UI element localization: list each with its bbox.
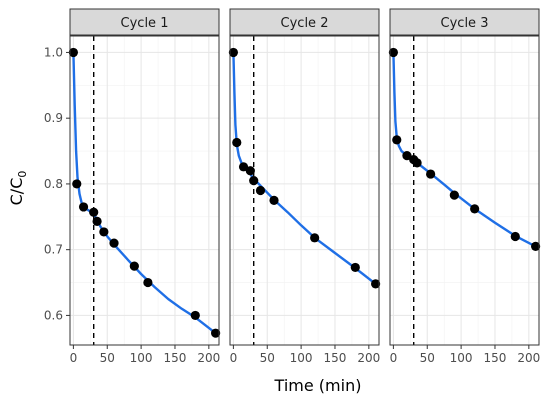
x-tick-label: 150 (324, 351, 347, 365)
data-point (412, 158, 422, 168)
y-tick-label: 0.6 (44, 308, 63, 322)
panel-title: Cycle 1 (121, 16, 169, 31)
y-tick-label: 0.7 (44, 243, 63, 257)
data-point (78, 202, 89, 212)
x-tick-label: 50 (260, 351, 275, 365)
x-axes: 0 50 100 150 200 0 50 100 150 200 0 50 100 150 200 (70, 345, 540, 365)
data-point (510, 231, 520, 242)
panel-title: Cycle 2 (281, 16, 329, 31)
panel-border (229, 35, 380, 346)
panel-strip (389, 8, 540, 36)
data-point (190, 310, 200, 321)
data-point (531, 241, 541, 251)
data-point (392, 135, 402, 145)
data-point (72, 179, 82, 189)
x-tick-label: 0 (70, 351, 78, 365)
data-point (249, 176, 259, 186)
data-point (232, 137, 242, 148)
data-point (129, 261, 139, 271)
chart-panels: Cycle 1 Cycle 2 Cycle 3 (68, 8, 541, 346)
data-point (211, 328, 221, 338)
x-tick-label: 100 (450, 351, 473, 365)
data-point (255, 185, 266, 196)
data-point (238, 162, 249, 172)
panel-background (70, 36, 219, 345)
data-point (89, 207, 99, 217)
panel-cycle-3: Cycle 3 (388, 8, 541, 346)
x-tick-label: 150 (484, 351, 507, 365)
data-point (269, 195, 279, 205)
data-point (68, 47, 78, 58)
data-point (426, 169, 436, 179)
data-point (350, 262, 360, 273)
data-point (402, 151, 412, 161)
y-axis: 0.6 0.7 0.8 0.9 1.0 (44, 45, 70, 322)
data-point (470, 204, 480, 214)
x-axis-title: Time (min) (274, 376, 362, 395)
x-tick-label: 150 (164, 351, 187, 365)
x-tick-label: 50 (420, 351, 435, 365)
data-point (371, 279, 381, 289)
data-point (109, 238, 119, 248)
panel-border (389, 35, 540, 346)
y-axis-title: C/C0 (7, 171, 29, 206)
panel-strip (229, 8, 380, 36)
x-tick-label: 0 (230, 351, 238, 365)
data-point (245, 166, 255, 176)
y-axis-title-subscript: 0 (16, 171, 29, 178)
panel-background (390, 36, 539, 345)
x-tick-label: 0 (390, 351, 398, 365)
panel-title: Cycle 3 (441, 16, 489, 31)
data-point (388, 47, 398, 58)
data-point (228, 47, 238, 58)
data-point (99, 227, 109, 237)
data-point (310, 233, 320, 243)
x-tick-label: 100 (290, 351, 313, 365)
y-tick-label: 0.9 (44, 111, 63, 125)
x-tick-label: 200 (517, 351, 540, 365)
panel-background (230, 36, 379, 345)
panel-border (69, 35, 220, 346)
panel-strip (69, 8, 220, 36)
x-tick-label: 200 (197, 351, 220, 365)
panel-cycle-2: Cycle 2 (228, 8, 381, 346)
y-tick-label: 0.8 (44, 177, 63, 191)
y-axis-title-main: C/C (7, 178, 26, 206)
y-tick-label: 1.0 (44, 45, 63, 59)
x-tick-label: 50 (100, 351, 115, 365)
data-point (449, 190, 459, 200)
panel-cycle-1: Cycle 1 (68, 8, 221, 346)
x-tick-label: 200 (357, 351, 380, 365)
data-point (92, 216, 102, 226)
data-point (143, 277, 153, 288)
fit-line (232, 52, 377, 285)
x-tick-label: 100 (130, 351, 153, 365)
